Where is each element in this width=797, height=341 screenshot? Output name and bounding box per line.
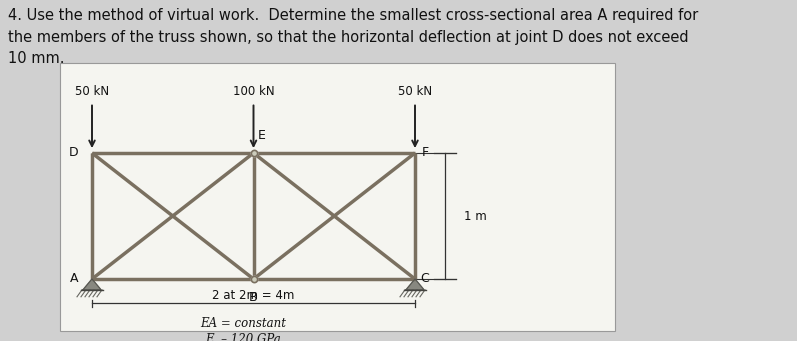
FancyBboxPatch shape [60, 63, 615, 331]
Text: 1 m: 1 m [464, 209, 487, 222]
Text: F: F [422, 147, 429, 160]
Text: E: E [257, 129, 265, 142]
Text: D: D [69, 147, 79, 160]
Text: C: C [421, 272, 430, 285]
Polygon shape [83, 279, 101, 290]
Text: E  – 120 GPa: E – 120 GPa [206, 333, 281, 341]
Text: 50 kN: 50 kN [75, 85, 109, 98]
Text: EA = constant: EA = constant [201, 317, 286, 330]
Text: 50 kN: 50 kN [398, 85, 432, 98]
Text: 100 kN: 100 kN [233, 85, 274, 98]
Text: A: A [70, 272, 78, 285]
Polygon shape [406, 279, 424, 290]
Text: 4. Use the method of virtual work.  Determine the smallest cross-sectional area : 4. Use the method of virtual work. Deter… [8, 8, 698, 66]
Text: 2 at 2m = 4m: 2 at 2m = 4m [212, 289, 295, 302]
Text: B: B [249, 292, 257, 305]
